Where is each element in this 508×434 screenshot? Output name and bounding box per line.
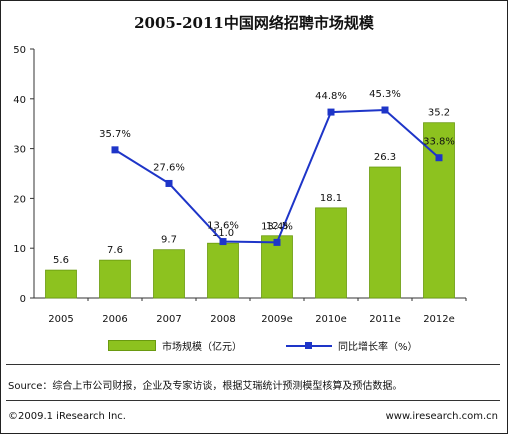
bar — [207, 242, 239, 299]
x-tick-label: 2007 — [156, 314, 181, 325]
footer-website: www.iresearch.com.cn — [385, 411, 498, 422]
growth-value-label: 13.4% — [261, 221, 293, 232]
footer-copyright: ©2009.1 iResearch Inc. — [8, 411, 126, 422]
legend-bar-swatch — [108, 340, 156, 351]
legend-line-entry: 同比增长率（%） — [286, 338, 418, 353]
y-tick-label: 30 — [13, 145, 26, 156]
legend-bar-entry: 市场规模（亿元） — [108, 338, 242, 353]
source-note: Source：综合上市公司财报，企业及专家访谈，根据艾瑞统计预测模型核算及预估数… — [8, 381, 403, 392]
growth-marker — [219, 238, 227, 246]
growth-marker — [435, 154, 443, 162]
x-tick-label: 2011e — [369, 314, 401, 325]
bar-value-label: 9.7 — [161, 235, 177, 246]
growth-marker — [381, 106, 389, 114]
bar-value-label: 35.2 — [428, 108, 450, 119]
y-tick-label: 50 — [13, 45, 26, 56]
bar — [45, 269, 77, 299]
growth-value-label: 35.7% — [99, 129, 131, 140]
chart-title: 2005-2011中国网络招聘市场规模 — [134, 14, 374, 32]
x-tick-label: 2010e — [315, 314, 347, 325]
bar-value-label: 5.6 — [53, 255, 69, 266]
bar-value-label: 18.1 — [320, 193, 342, 204]
growth-marker — [165, 179, 173, 187]
growth-marker — [111, 146, 119, 154]
growth-value-label: 27.6% — [153, 162, 185, 173]
bar-value-label: 11.0 — [212, 228, 234, 239]
y-tick-label: 40 — [13, 95, 26, 106]
bar-value-label: 12.5 — [266, 221, 288, 232]
bar — [423, 122, 455, 299]
growth-marker — [273, 238, 281, 246]
y-tick-label: 10 — [13, 244, 26, 255]
growth-value-label: 44.8% — [315, 91, 347, 102]
divider-top — [6, 364, 500, 365]
growth-value-label: 33.8% — [423, 137, 455, 148]
y-tick-label: 20 — [13, 194, 26, 205]
bar — [369, 166, 401, 299]
divider-bottom — [6, 400, 500, 401]
bar — [315, 207, 347, 299]
legend-line-swatch — [286, 341, 332, 350]
x-tick-label: 2012e — [423, 314, 455, 325]
legend-bar-label: 市场规模（亿元） — [162, 342, 242, 353]
x-tick-label: 2006 — [102, 314, 127, 325]
legend-line-label: 同比增长率（%） — [338, 342, 418, 353]
y-tick-label: 0 — [20, 294, 26, 305]
growth-marker — [327, 108, 335, 116]
bar-value-label: 7.6 — [107, 245, 123, 256]
x-tick-label: 2009e — [261, 314, 293, 325]
growth-value-label: 45.3% — [369, 89, 401, 100]
growth-value-label: 13.6% — [207, 221, 239, 232]
bar — [153, 249, 185, 299]
bar — [261, 235, 293, 299]
x-tick-label: 2005 — [48, 314, 73, 325]
bar-value-label: 26.3 — [374, 152, 396, 163]
bar — [99, 259, 131, 299]
x-tick-label: 2008 — [210, 314, 235, 325]
